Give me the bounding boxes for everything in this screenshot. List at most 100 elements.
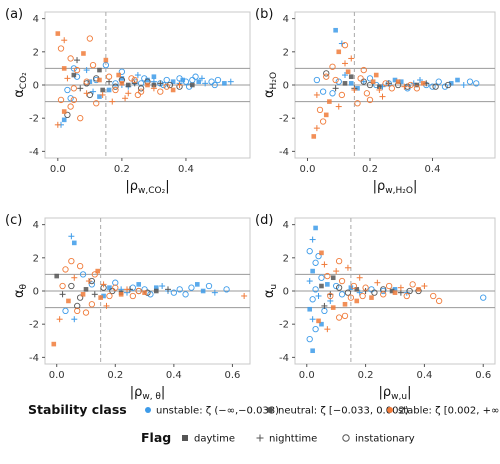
data-point [354, 287, 360, 292]
data-point [344, 289, 352, 296]
data-point [125, 82, 131, 88]
data-point [71, 316, 78, 323]
data-point [323, 112, 329, 118]
data-point [59, 282, 66, 290]
data-point [227, 78, 234, 85]
data-point [67, 95, 74, 102]
data-point [360, 78, 367, 85]
data-point [380, 291, 387, 298]
legend-label-daytime: daytime [194, 434, 235, 445]
data-point [330, 275, 336, 281]
y-tick-label: 2 [33, 253, 39, 264]
data-point [432, 83, 439, 90]
data-point [90, 88, 97, 95]
data-point [350, 282, 357, 290]
x-tick-label: 0.0 [299, 370, 315, 381]
data-point [137, 85, 145, 92]
data-point [86, 91, 93, 99]
data-point [342, 81, 348, 86]
data-point [319, 283, 324, 289]
y-tick-label: -4 [279, 353, 289, 364]
data-point [319, 118, 327, 125]
data-point [112, 284, 119, 291]
data-point [54, 273, 60, 279]
data-point [56, 316, 63, 323]
y-tick-label: 4 [33, 14, 39, 25]
data-point [466, 78, 474, 85]
data-point [77, 115, 84, 122]
data-point [360, 66, 367, 74]
data-point [398, 79, 404, 84]
data-point [97, 77, 102, 83]
data-point [319, 321, 324, 327]
data-point [112, 80, 119, 87]
y-tick-label: -4 [29, 353, 39, 364]
data-point [182, 291, 189, 298]
data-point [312, 326, 319, 333]
y-tick-label: 0 [283, 81, 289, 92]
legend-swatch-stable [387, 407, 393, 413]
data-point [67, 103, 74, 110]
data-point [309, 236, 316, 243]
data-point [67, 55, 74, 62]
data-point [153, 288, 159, 294]
x-axis-label-sub: w,CO₂ [138, 186, 166, 196]
data-point [342, 60, 348, 67]
y-axis-label: αθ [12, 283, 29, 298]
data-point [145, 82, 150, 88]
data-point [363, 90, 371, 97]
data-point [323, 73, 330, 80]
y-axis-label-sub: θ [19, 283, 29, 289]
data-point [359, 292, 366, 300]
data-point [70, 96, 77, 104]
data-point [312, 286, 319, 293]
x-axis-label-end: | [161, 385, 165, 400]
data-point [321, 302, 328, 309]
data-point [83, 90, 90, 97]
data-point [413, 85, 421, 92]
data-point [163, 83, 170, 90]
data-point [135, 287, 142, 295]
y-axis-label-main: α [262, 290, 277, 299]
data-point [325, 282, 330, 287]
x-tick-label: 0.4 [178, 164, 194, 175]
y-tick-label: 4 [283, 14, 289, 25]
data-point [406, 287, 413, 295]
data-point [355, 86, 360, 91]
data-point [85, 278, 92, 285]
x-axis-label: |ρw, θ| [130, 385, 166, 402]
data-point [211, 81, 218, 89]
x-axis-label-sub: w, θ [142, 392, 161, 402]
data-point [222, 81, 227, 86]
data-point [51, 341, 57, 347]
data-point [157, 80, 164, 87]
data-point [61, 109, 67, 114]
y-tick-label: -4 [279, 147, 289, 158]
data-point [448, 81, 454, 86]
data-point [170, 79, 176, 84]
data-point [189, 76, 196, 84]
data-point [150, 85, 157, 92]
legend-marker-square [182, 435, 188, 441]
data-point [128, 75, 135, 82]
legend-label-stable: stable: ζ [0.002, +∞) [398, 406, 500, 417]
data-point [57, 45, 65, 52]
panel-label: (a) [5, 7, 23, 22]
y-tick-label: -4 [29, 147, 39, 158]
data-point [145, 77, 150, 83]
data-point [323, 70, 330, 77]
data-point [311, 134, 317, 139]
data-point [101, 293, 106, 299]
data-point [416, 287, 421, 292]
x-tick-label: 0.0 [300, 164, 316, 175]
data-point [125, 90, 132, 97]
data-point [141, 75, 148, 82]
data-point [420, 81, 426, 86]
y-tick-label: 2 [283, 253, 289, 264]
data-point [329, 63, 336, 70]
data-point [241, 292, 248, 299]
y-tick-label: 0 [33, 287, 39, 298]
data-point [429, 83, 436, 90]
data-point [318, 274, 325, 281]
